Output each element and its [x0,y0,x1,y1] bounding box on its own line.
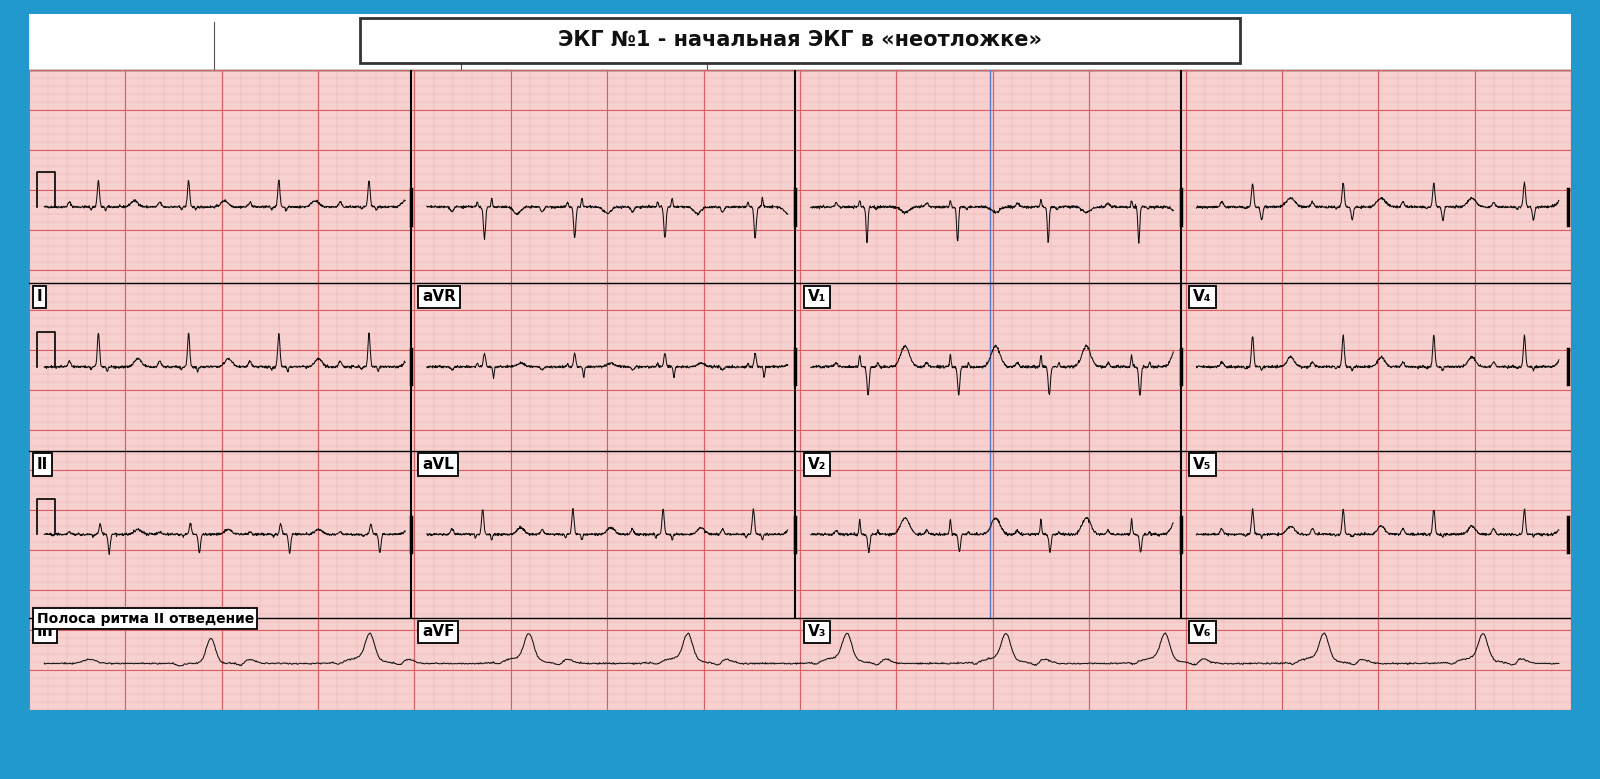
Text: aVR: aVR [422,290,456,305]
Text: ЭКГ №1 - начальная ЭКГ в «неотложке»: ЭКГ №1 - начальная ЭКГ в «неотложке» [558,30,1042,50]
Text: V₆: V₆ [1194,625,1211,640]
Text: I: I [37,290,42,305]
Text: V₄: V₄ [1194,290,1211,305]
Text: V₁: V₁ [808,290,826,305]
Text: V₅: V₅ [1194,457,1211,472]
Text: V₃: V₃ [808,625,826,640]
Text: II: II [37,457,48,472]
Text: V₂: V₂ [808,457,826,472]
Text: III: III [37,625,53,640]
FancyBboxPatch shape [29,70,1571,710]
Text: aVL: aVL [422,457,454,472]
Text: aVF: aVF [422,625,454,640]
FancyBboxPatch shape [29,14,1571,70]
FancyBboxPatch shape [360,18,1240,62]
Text: Полоса ритма II отведение: Полоса ритма II отведение [37,612,254,626]
